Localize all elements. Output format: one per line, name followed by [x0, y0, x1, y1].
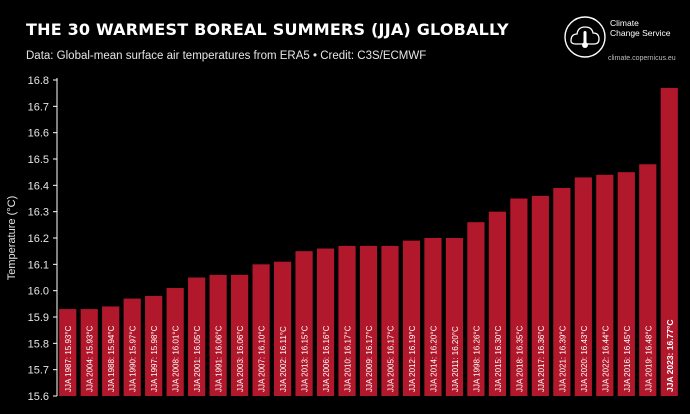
- bar: [273, 261, 292, 396]
- logo-name: Climate Change Service: [610, 18, 670, 38]
- bar-label: JJA 2004: 15.93°C: [86, 325, 95, 392]
- bar: [252, 264, 270, 396]
- bar-label: JJA 2016: 16.45°C: [623, 325, 632, 392]
- bar: [123, 298, 141, 396]
- y-tick-label: 15.7: [28, 365, 49, 377]
- bar: [295, 251, 313, 396]
- bar: [102, 306, 120, 396]
- y-tick-label: 16.7: [28, 101, 49, 113]
- bar-label: JJA 2019: 16.48°C: [644, 325, 653, 392]
- bar-label: JJA 2022: 16.44°C: [601, 325, 610, 392]
- y-tick-label: 16.4: [28, 180, 49, 192]
- bar-label: JJA 2011: 16.20°C: [451, 326, 460, 392]
- bar: [488, 211, 506, 396]
- y-tick-label: 16.2: [28, 233, 49, 245]
- bar-label: JJA 2007: 16.10°C: [258, 325, 267, 392]
- bar: [596, 174, 614, 396]
- y-tick-label: 15.9: [28, 312, 49, 324]
- bar: [531, 195, 549, 396]
- bar-label: JJA 1998: 16.26°C: [472, 325, 481, 392]
- bar: [402, 240, 421, 396]
- chart-subtitle: Data: Global-mean surface air temperatur…: [26, 50, 427, 62]
- bar: [660, 87, 678, 397]
- bar: [80, 309, 98, 396]
- y-tick-label: 16.3: [28, 207, 49, 219]
- bar-label: JJA 2002: 16.11°C: [279, 326, 288, 392]
- bar: [510, 198, 528, 396]
- y-axis-title: Temperature (°C): [6, 196, 18, 280]
- bar-label: JJA 2021: 16.39°C: [558, 325, 567, 392]
- y-tick-label: 16.8: [28, 75, 49, 87]
- bar-label: JJA 2005: 16.17°C: [386, 325, 395, 392]
- bar: [209, 274, 227, 396]
- bar: [445, 238, 464, 396]
- y-tick-label: 16.0: [28, 286, 49, 298]
- bar: [639, 164, 657, 396]
- bar: [231, 274, 249, 396]
- bar: [574, 177, 592, 396]
- y-tick-label: 16.5: [28, 154, 49, 166]
- bar-label: JJA 2008: 16.01°C: [172, 325, 181, 392]
- bar-label: JJA 2017: 16.36°C: [537, 325, 546, 392]
- climate-cloud-icon: [564, 16, 606, 58]
- bar-label: JJA 1997: 15.98°C: [150, 325, 159, 392]
- bar-label: JJA 2003: 16.06°C: [236, 325, 245, 392]
- bar-label: JJA 2015: 16.30°C: [494, 325, 503, 392]
- bar: [145, 295, 163, 396]
- y-tick-label: 15.6: [28, 391, 49, 403]
- bar-label: JJA 2023: 16.77°C: [665, 319, 675, 392]
- bar: [424, 238, 442, 396]
- bar-label: JJA 1990: 15.97°C: [129, 325, 138, 392]
- bar: [316, 248, 335, 396]
- logo-url: climate.copernicus.eu: [608, 55, 676, 62]
- bar-label: JJA 1987: 15.93°C: [64, 325, 73, 392]
- bar: [381, 245, 399, 396]
- bar-label: JJA 2009: 16.17°C: [365, 325, 374, 392]
- bar-label: JJA 1988: 15.94°C: [107, 325, 116, 392]
- bar-label: JJA 2001: 16.05°C: [193, 325, 202, 392]
- bar: [617, 172, 635, 396]
- chart-title: THE 30 WARMEST BOREAL SUMMERS (JJA) GLOB…: [26, 20, 509, 39]
- bar-label: JJA 1991: 16.06°C: [215, 325, 224, 392]
- bar: [188, 277, 206, 396]
- logo-line-1: Climate: [610, 18, 639, 28]
- bar-label: JJA 2020: 16.43°C: [580, 325, 589, 392]
- bar: [338, 245, 356, 396]
- bar-label: JJA 2013: 16.15°C: [301, 325, 310, 392]
- bar-label: JJA 2010: 16.17°C: [344, 325, 353, 392]
- y-tick-label: 15.8: [28, 338, 49, 350]
- logo-line-2: Change Service: [610, 28, 671, 38]
- bar: [359, 245, 378, 396]
- copernicus-logo[interactable]: Climate Change Service climate.copernicu…: [562, 14, 682, 70]
- bar-label: JJA 2006: 16.16°C: [322, 325, 331, 392]
- bar: [553, 187, 571, 396]
- bar: [166, 288, 184, 396]
- bar: [467, 222, 485, 396]
- bar-label: JJA 2012: 16.19°C: [408, 325, 417, 392]
- bar-label: JJA 2018: 16.35°C: [515, 325, 524, 392]
- y-tick-label: 16.1: [28, 259, 49, 271]
- plot-area: 15.6 15.7 15.8 15.9 16.0 16.1 16.2 16.3 16.4 16.5…: [6, 75, 678, 403]
- bar-label: JJA 2014: 16.20°C: [429, 325, 438, 392]
- bar: [59, 309, 77, 396]
- y-tick-label: 16.6: [28, 128, 49, 140]
